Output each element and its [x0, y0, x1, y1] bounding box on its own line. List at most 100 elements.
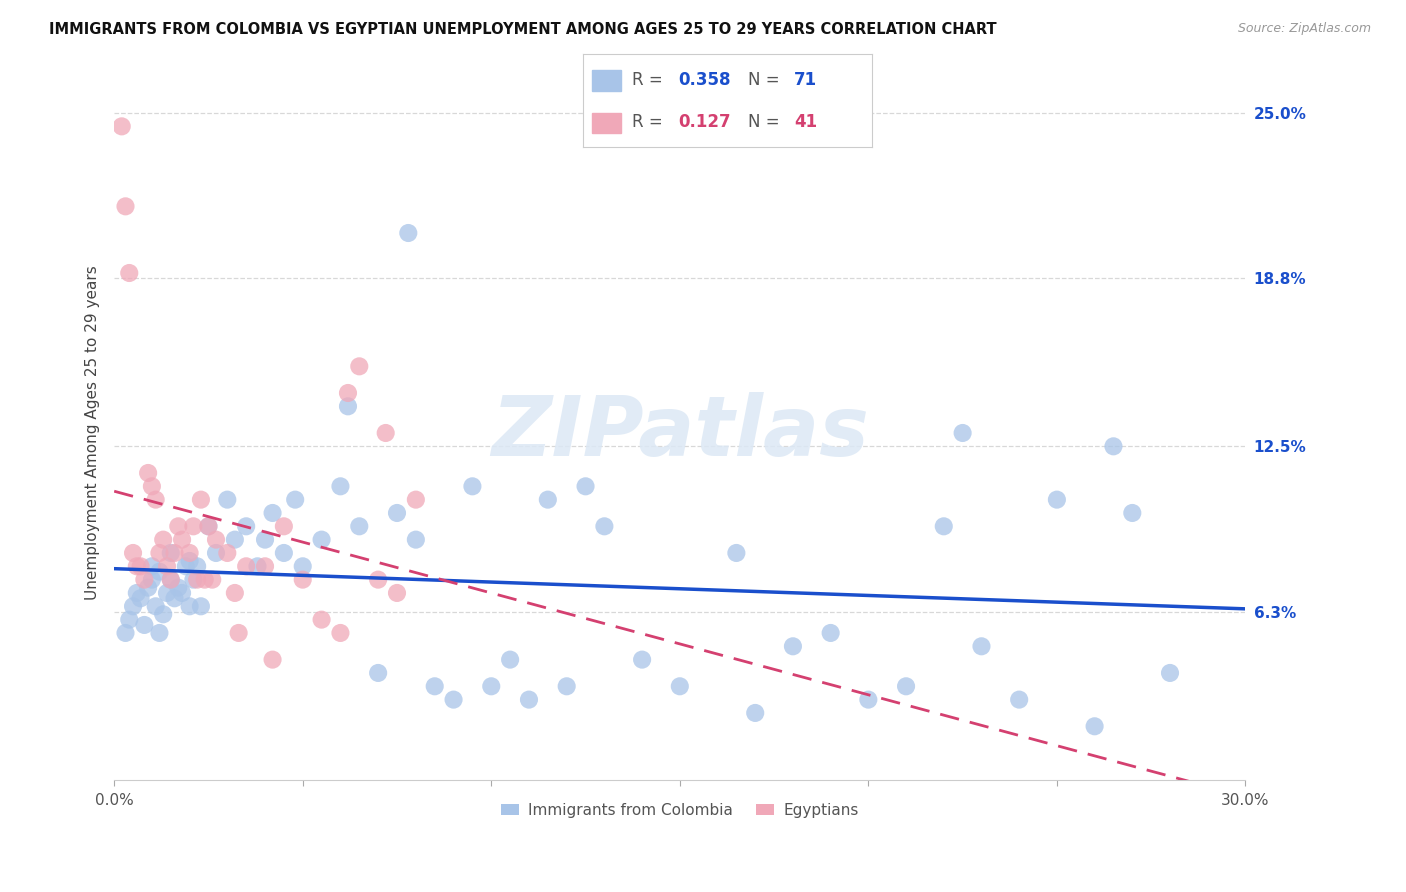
Point	[152, 607, 174, 622]
Point	[136, 466, 159, 480]
Point	[273, 546, 295, 560]
Point	[367, 573, 389, 587]
Point	[262, 652, 284, 666]
Point	[932, 519, 955, 533]
Point	[179, 599, 201, 614]
Point	[479, 679, 502, 693]
Point	[129, 591, 152, 606]
Point	[186, 559, 208, 574]
Point	[1046, 492, 1069, 507]
Point	[183, 519, 205, 533]
Point	[183, 573, 205, 587]
Point	[194, 573, 217, 587]
Point	[228, 626, 250, 640]
Point	[725, 546, 748, 560]
Point	[114, 199, 136, 213]
Point	[114, 626, 136, 640]
Point	[163, 546, 186, 560]
Bar	[592, 112, 621, 133]
Point	[782, 640, 804, 654]
Point	[125, 586, 148, 600]
Text: Source: ZipAtlas.com: Source: ZipAtlas.com	[1237, 22, 1371, 36]
Point	[262, 506, 284, 520]
Point	[336, 386, 359, 401]
Point	[141, 479, 163, 493]
Legend: Immigrants from Colombia, Egyptians: Immigrants from Colombia, Egyptians	[495, 797, 865, 824]
Point	[574, 479, 596, 493]
Point	[129, 559, 152, 574]
Point	[329, 479, 352, 493]
Point	[820, 626, 842, 640]
Point	[134, 573, 156, 587]
Point	[744, 706, 766, 720]
Point	[336, 400, 359, 414]
Point	[224, 586, 246, 600]
Point	[134, 618, 156, 632]
Point	[179, 546, 201, 560]
Point	[631, 652, 654, 666]
Point	[1084, 719, 1107, 733]
Point	[367, 665, 389, 680]
Point	[517, 692, 540, 706]
Point	[894, 679, 917, 693]
Point	[593, 519, 616, 533]
Point	[291, 559, 314, 574]
Point	[858, 692, 880, 706]
Point	[291, 573, 314, 587]
Point	[167, 519, 190, 533]
Text: 41: 41	[794, 113, 817, 131]
Point	[186, 573, 208, 587]
Point	[253, 533, 276, 547]
Point	[122, 546, 145, 560]
Point	[423, 679, 446, 693]
Text: N =: N =	[748, 70, 785, 88]
Point	[174, 559, 197, 574]
Point	[669, 679, 692, 693]
Point	[1102, 439, 1125, 453]
Point	[159, 546, 181, 560]
Point	[329, 626, 352, 640]
Point	[349, 519, 371, 533]
Point	[374, 425, 396, 440]
Point	[197, 519, 219, 533]
Point	[118, 266, 141, 280]
Point	[405, 533, 427, 547]
Point	[136, 581, 159, 595]
Point	[253, 559, 276, 574]
Point	[385, 586, 408, 600]
Point	[461, 479, 484, 493]
Point	[217, 492, 239, 507]
Point	[224, 533, 246, 547]
Point	[145, 492, 167, 507]
Point	[141, 559, 163, 574]
Point	[970, 640, 993, 654]
Point	[148, 626, 170, 640]
Text: R =: R =	[633, 113, 668, 131]
Point	[235, 559, 257, 574]
Text: IMMIGRANTS FROM COLOMBIA VS EGYPTIAN UNEMPLOYMENT AMONG AGES 25 TO 29 YEARS CORR: IMMIGRANTS FROM COLOMBIA VS EGYPTIAN UNE…	[49, 22, 997, 37]
Text: N =: N =	[748, 113, 785, 131]
Point	[537, 492, 560, 507]
Point	[141, 573, 163, 587]
Point	[396, 226, 419, 240]
Point	[201, 573, 224, 587]
Point	[179, 554, 201, 568]
Point	[148, 565, 170, 579]
Point	[217, 546, 239, 560]
Point	[159, 573, 181, 587]
Point	[385, 506, 408, 520]
Point	[952, 425, 974, 440]
Point	[190, 492, 212, 507]
Point	[145, 599, 167, 614]
Bar	[592, 70, 621, 91]
Point	[156, 559, 179, 574]
Point	[148, 546, 170, 560]
Point	[167, 581, 190, 595]
Point	[246, 559, 269, 574]
Point	[284, 492, 307, 507]
Text: 0.358: 0.358	[679, 70, 731, 88]
Point	[443, 692, 465, 706]
Text: 0.127: 0.127	[679, 113, 731, 131]
Point	[118, 613, 141, 627]
Text: R =: R =	[633, 70, 668, 88]
